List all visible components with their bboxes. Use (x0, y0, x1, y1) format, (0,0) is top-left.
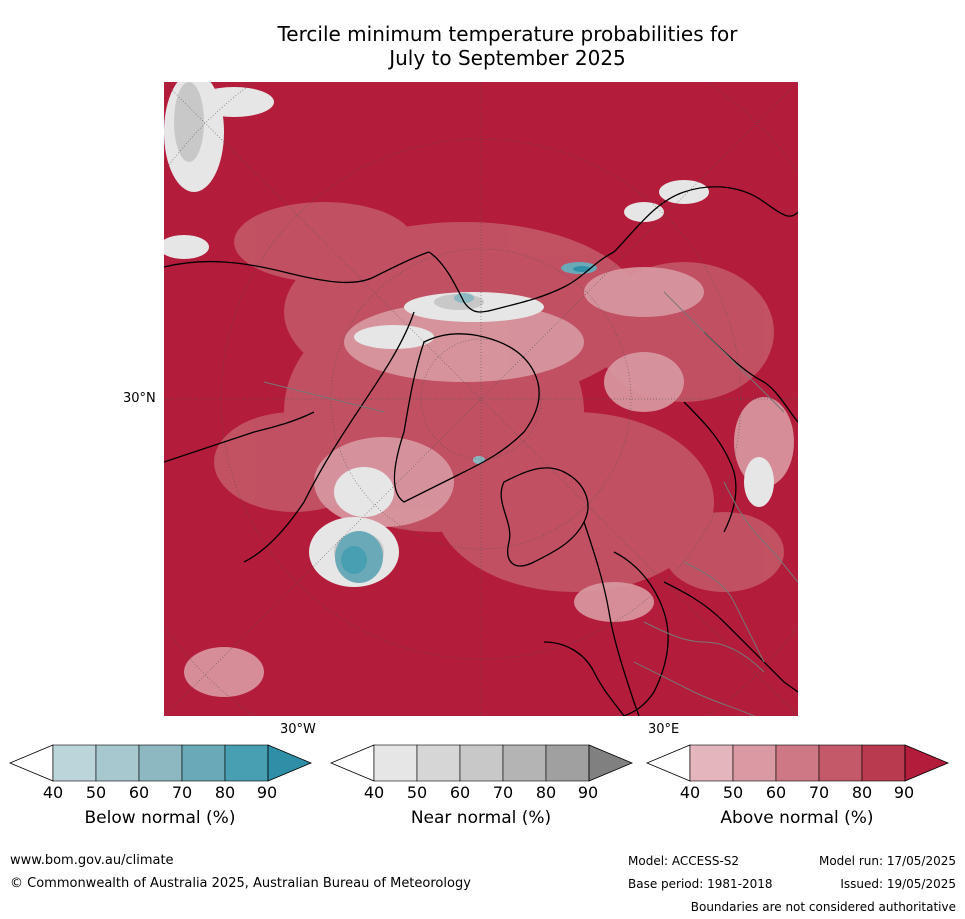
colorbar-near-normal-ticks: 40 50 60 70 80 90 (331, 783, 631, 803)
tick-label: 70 (492, 783, 514, 802)
longitude-label-30e: 30°E (648, 722, 680, 737)
colorbar-segment (775, 744, 820, 782)
chart-title: Tercile minimum temperature probabilitie… (200, 22, 815, 70)
tick-label: 90 (577, 783, 599, 802)
title-line-2: July to September 2025 (389, 46, 626, 70)
colorbar-segment (373, 744, 418, 782)
tick-label: 40 (42, 783, 64, 802)
colorbar-above-normal-ticks: 40 50 60 70 80 90 (647, 783, 947, 803)
colorbar-above-normal-swatches (645, 744, 950, 782)
tick-label: 80 (851, 783, 873, 802)
tick-label: 50 (406, 783, 428, 802)
below-normal-regions (335, 262, 597, 583)
colorbar-segment (52, 744, 97, 782)
base-period: Base period: 1981-2018 (628, 877, 773, 891)
tick-label: 90 (256, 783, 278, 802)
tick-label: 70 (808, 783, 830, 802)
colorbar-segment (689, 744, 734, 782)
country-borders (263, 291, 798, 716)
longitude-label-30w: 30°W (280, 722, 316, 737)
tick-label: 80 (535, 783, 557, 802)
tick-label: 80 (214, 783, 236, 802)
tick-label: 60 (765, 783, 787, 802)
tick-label: 50 (722, 783, 744, 802)
tick-label: 70 (171, 783, 193, 802)
colorbar-right-arrow (904, 744, 950, 782)
tick-label: 40 (679, 783, 701, 802)
colorbar-above-normal-title: Above normal (%) (720, 808, 874, 828)
tick-label: 60 (128, 783, 150, 802)
model-name: Model: ACCESS-S2 (628, 854, 740, 868)
colorbar-below-normal-title: Below normal (%) (84, 808, 236, 828)
colorbar-near-normal-title: Near normal (%) (410, 808, 552, 828)
colorbar-segment (224, 744, 269, 782)
copyright-notice: © Commonwealth of Australia 2025, Austra… (10, 876, 471, 891)
colorbar-below-normal: 40 50 60 70 80 90 Below normal (%) (8, 744, 313, 854)
coastlines (164, 186, 798, 716)
boundaries-disclaimer: Boundaries are not considered authoritat… (690, 900, 956, 914)
latitude-label-30n: 30°N (123, 391, 156, 406)
graticule (164, 82, 798, 716)
colorbar-near-normal: 40 50 60 70 80 90 Near normal (%) (329, 744, 634, 854)
colorbar-segment (502, 744, 547, 782)
colorbar-above-normal: 40 50 60 70 80 90 Above normal (%) (645, 744, 950, 854)
colorbar-segment (416, 744, 461, 782)
model-run-date: Model run: 17/05/2025 (818, 854, 956, 868)
colorbar-right-arrow (267, 744, 313, 782)
tick-label: 90 (893, 783, 915, 802)
colorbar-right-arrow (588, 744, 634, 782)
colorbar-segment (138, 744, 183, 782)
colorbar-segment (732, 744, 777, 782)
colorbar-segment (181, 744, 226, 782)
title-line-1: Tercile minimum temperature probabilitie… (277, 22, 738, 46)
colorbar-segment (95, 744, 140, 782)
colorbar-below-normal-swatches (8, 744, 313, 782)
probability-map (164, 82, 798, 716)
colorbar-segment (545, 744, 590, 782)
colorbar-left-arrow (329, 744, 375, 782)
colorbar-below-normal-ticks: 40 50 60 70 80 90 (10, 783, 310, 803)
bom-climate-link[interactable]: www.bom.gov.au/climate (10, 853, 174, 868)
tick-label: 60 (449, 783, 471, 802)
colorbar-segment (861, 744, 906, 782)
issued-date: Issued: 19/05/2025 (840, 877, 956, 891)
tick-label: 40 (363, 783, 385, 802)
colorbar-segment (818, 744, 863, 782)
map-svg (164, 82, 798, 716)
colorbar-segment (459, 744, 504, 782)
tick-label: 50 (85, 783, 107, 802)
colorbar-near-normal-swatches (329, 744, 634, 782)
colorbar-left-arrow (8, 744, 54, 782)
colorbar-left-arrow (645, 744, 691, 782)
